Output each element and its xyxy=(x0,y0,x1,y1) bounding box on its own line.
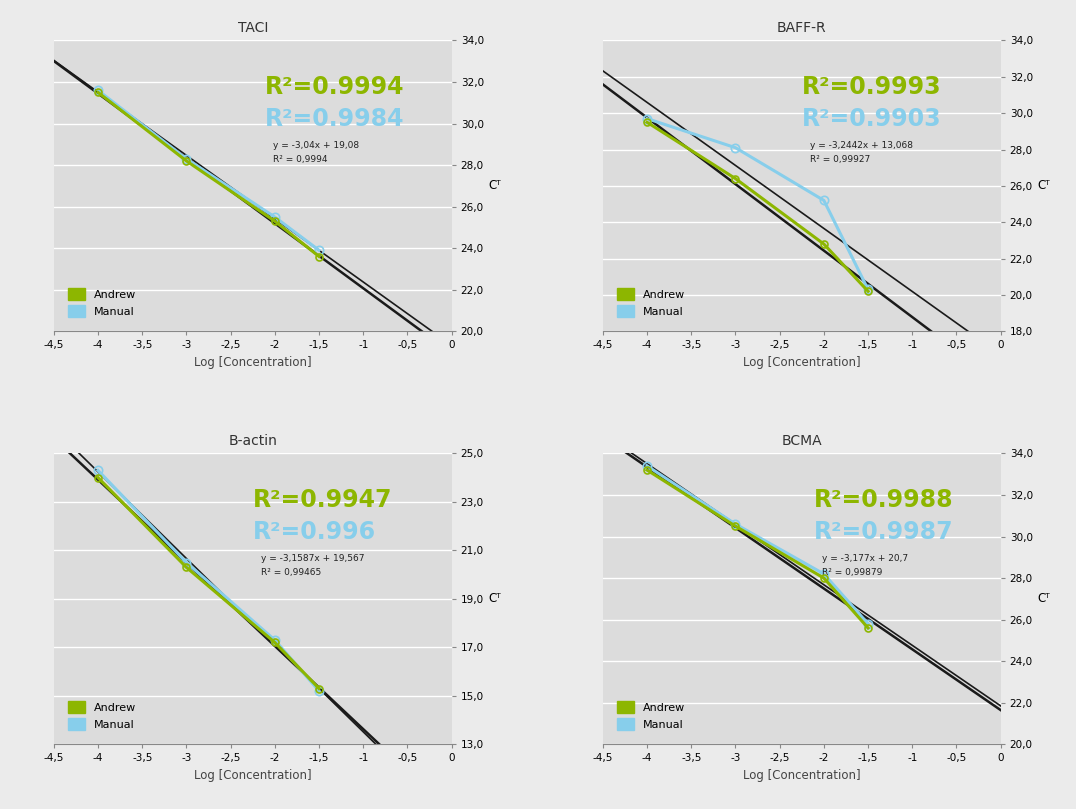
X-axis label: Log [Concentration]: Log [Concentration] xyxy=(194,769,312,781)
Title: B-actin: B-actin xyxy=(228,434,278,448)
Text: R²=0.996: R²=0.996 xyxy=(253,520,376,544)
Text: R²=0.9984: R²=0.9984 xyxy=(265,107,405,131)
Text: y = -3,177x + 20,7: y = -3,177x + 20,7 xyxy=(822,553,908,562)
Legend: Andrew, Manual: Andrew, Manual xyxy=(608,693,694,739)
X-axis label: Log [Concentration]: Log [Concentration] xyxy=(194,356,312,369)
Text: R²=0.9947: R²=0.9947 xyxy=(253,488,393,512)
Text: y = -3,1587x + 19,567: y = -3,1587x + 19,567 xyxy=(260,553,364,562)
Text: R²=0.9994: R²=0.9994 xyxy=(265,75,405,99)
Y-axis label: Cᵀ: Cᵀ xyxy=(1037,592,1050,605)
Text: y = -3,04x + 19,08: y = -3,04x + 19,08 xyxy=(272,141,358,150)
Title: BAFF-R: BAFF-R xyxy=(777,21,826,35)
Text: R² = 0,99879: R² = 0,99879 xyxy=(822,568,882,577)
Text: R² = 0,9994: R² = 0,9994 xyxy=(272,155,327,164)
Text: R² = 0,99927: R² = 0,99927 xyxy=(810,155,870,164)
Y-axis label: Cᵀ: Cᵀ xyxy=(489,180,501,193)
Legend: Andrew, Manual: Andrew, Manual xyxy=(59,693,145,739)
X-axis label: Log [Concentration]: Log [Concentration] xyxy=(742,356,861,369)
Title: BCMA: BCMA xyxy=(781,434,822,448)
Text: R²=0.9903: R²=0.9903 xyxy=(802,107,942,131)
Y-axis label: Cᵀ: Cᵀ xyxy=(1037,180,1050,193)
Text: y = -3,2442x + 13,068: y = -3,2442x + 13,068 xyxy=(810,141,912,150)
Text: R²=0.9987: R²=0.9987 xyxy=(813,520,953,544)
Text: R²=0.9988: R²=0.9988 xyxy=(813,488,953,512)
Text: R²=0.9993: R²=0.9993 xyxy=(802,75,942,99)
Y-axis label: Cᵀ: Cᵀ xyxy=(489,592,501,605)
Text: R² = 0,99465: R² = 0,99465 xyxy=(260,568,321,577)
Legend: Andrew, Manual: Andrew, Manual xyxy=(59,280,145,326)
X-axis label: Log [Concentration]: Log [Concentration] xyxy=(742,769,861,781)
Title: TACI: TACI xyxy=(238,21,268,35)
Legend: Andrew, Manual: Andrew, Manual xyxy=(608,280,694,326)
